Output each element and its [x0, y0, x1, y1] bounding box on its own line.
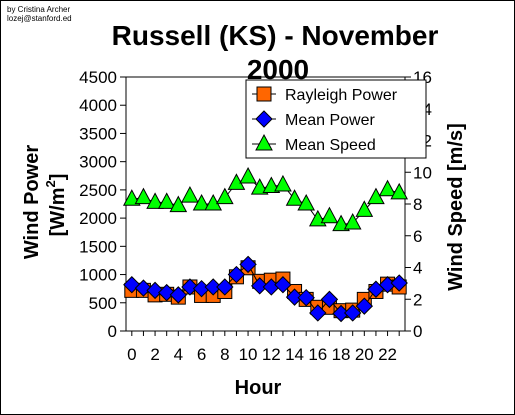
x-tick-label: 0 [127, 345, 136, 364]
series-layer [122, 166, 409, 323]
data-point [320, 206, 339, 224]
data-point [181, 278, 199, 296]
data-point [355, 297, 374, 315]
left-tick-label: 3000 [79, 153, 117, 172]
x-axis-label: Hour [235, 377, 282, 399]
data-point [390, 182, 409, 200]
data-point [192, 193, 211, 211]
x-tick-label: 12 [262, 345, 281, 364]
right-axis-label: Wind Speed [m/s] [445, 123, 467, 291]
data-point [274, 276, 292, 294]
data-point [378, 179, 397, 197]
x-tick-label: 10 [239, 345, 258, 364]
x-tick-label: 18 [332, 345, 351, 364]
data-point [285, 288, 304, 306]
data-point [355, 200, 374, 217]
data-point [297, 288, 315, 307]
data-point [239, 166, 257, 184]
data-point [157, 283, 176, 302]
data-point [250, 178, 269, 195]
x-tick-label: 16 [308, 345, 327, 364]
left-axis-unit-suffix: ] [47, 174, 69, 181]
right-tick-label: 8 [413, 195, 422, 214]
x-tick-label: 4 [174, 345, 183, 364]
legend-marker [255, 133, 273, 151]
series-line [131, 176, 400, 226]
data-point [274, 174, 292, 192]
left-tick-label: 0 [108, 322, 117, 341]
data-point [332, 214, 350, 232]
left-tick-label: 2500 [79, 181, 117, 200]
right-tick-label: 2 [413, 290, 422, 309]
credit-email: lozej@stanford.ed [7, 14, 72, 23]
data-point [122, 189, 141, 206]
data-point [390, 274, 408, 292]
data-point [227, 265, 246, 284]
credit-author: by Cristina Archer [7, 5, 70, 14]
data-point [250, 277, 269, 295]
right-tick-label: 10 [413, 163, 432, 182]
legend: Rayleigh Power Mean Power Mean Speed [245, 79, 427, 159]
data-point [343, 212, 362, 230]
data-point [134, 187, 153, 205]
data-point [181, 186, 199, 203]
x-tick-label: 6 [197, 345, 206, 364]
x-tick-label: 2 [150, 345, 159, 364]
left-axis-unit-prefix: [W/m [47, 188, 69, 237]
left-tick-label: 4500 [79, 68, 117, 87]
data-point [204, 278, 222, 296]
data-point [262, 176, 281, 194]
legend-label: Mean Power [285, 112, 375, 129]
left-y-axis: 0 500 1000 1500 2000 2500 3000 3500 4000 4500 [79, 68, 126, 341]
data-point [146, 281, 164, 300]
left-axis-label-unit-group: [W/m2] [43, 174, 69, 237]
data-point [309, 304, 327, 322]
data-point [343, 304, 362, 322]
x-tick-label: 22 [378, 345, 397, 364]
legend-label: Mean Speed [285, 137, 376, 154]
left-tick-label: 4000 [79, 96, 117, 115]
series-mean-power [123, 255, 408, 323]
left-tick-label: 1000 [79, 266, 117, 285]
chart-title: Russell (KS) - November [112, 20, 439, 51]
x-axis: 0 2 4 6 8 10 12 14 16 18 20 22 [127, 331, 400, 364]
legend-marker [255, 110, 273, 128]
right-tick-label: 0 [413, 322, 422, 341]
left-axis-label-main: Wind Power [21, 145, 43, 259]
series-mean-speed [122, 166, 409, 232]
x-tick-label: 20 [355, 345, 374, 364]
data-point [285, 189, 304, 206]
left-tick-label: 1500 [79, 237, 117, 256]
right-tick-label: 4 [413, 259, 422, 278]
left-axis-unit-sup: 2 [43, 180, 58, 187]
data-point [169, 195, 188, 213]
left-axis-label-main-group: Wind Power [21, 145, 43, 259]
x-tick-label: 14 [285, 345, 304, 364]
data-point [216, 278, 234, 296]
right-axis-label-group: Wind Speed [m/s] [445, 123, 467, 291]
left-tick-label: 2000 [79, 209, 117, 228]
left-tick-label: 3500 [79, 124, 117, 143]
data-point [169, 286, 188, 304]
data-point [215, 187, 234, 205]
data-point [297, 193, 316, 211]
legend-label: Rayleigh Power [285, 87, 398, 104]
data-point [134, 279, 153, 297]
legend-marker [256, 86, 272, 102]
right-tick-label: 6 [413, 227, 422, 246]
left-axis-label-unit: [W/m2] [43, 174, 69, 237]
data-point [320, 290, 339, 309]
x-tick-label: 8 [220, 345, 229, 364]
left-tick-label: 500 [89, 294, 117, 313]
data-point [239, 255, 257, 274]
data-point [157, 192, 176, 209]
data-point [146, 192, 164, 209]
